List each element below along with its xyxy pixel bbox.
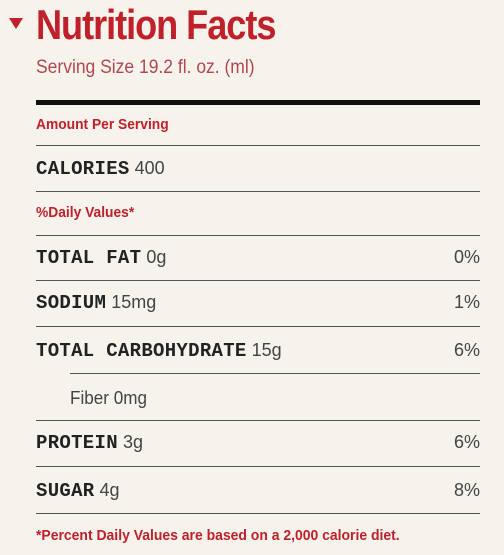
- nutrient-name: SUGAR: [36, 480, 95, 502]
- nutrient-amount: 15g: [251, 340, 282, 360]
- nutrition-header: Nutrition Facts Serving Size 19.2 fl. oz…: [0, 0, 504, 100]
- nutrient-row-total-fat: TOTAL FAT 0g 0%: [36, 247, 480, 271]
- nutrient-percent: 8%: [453, 480, 480, 500]
- serving-size: Serving Size 19.2 fl. oz. (ml): [36, 57, 255, 78]
- divider: [36, 466, 480, 467]
- divider: [36, 280, 480, 281]
- divider: [36, 513, 480, 514]
- amount-per-serving-label: Amount Per Serving: [36, 116, 169, 133]
- daily-values-label: %Daily Values*: [36, 204, 135, 221]
- nutrient-amount: 15mg: [111, 292, 157, 312]
- nutrient-row-protein: PROTEIN 3g 6%: [36, 432, 480, 456]
- nutrient-row-fiber: Fiber 0mg: [36, 388, 480, 412]
- nutrient-row-total-carbohydrate: TOTAL CARBOHYDRATE 15g 6%: [36, 340, 480, 364]
- calories-row: CALORIES 400: [36, 158, 480, 182]
- nutrient-percent: 1%: [453, 292, 480, 312]
- footnote: *Percent Daily Values are based on a 2,0…: [36, 527, 400, 544]
- calories-label: CALORIES: [36, 158, 130, 180]
- nutrient-name: SODIUM: [36, 292, 107, 314]
- nutrient-percent: 0%: [453, 247, 480, 267]
- nutrient-amount: 3g: [122, 432, 143, 452]
- nutrient-row-sodium: SODIUM 15mg 1%: [36, 292, 480, 316]
- divider: [36, 235, 480, 236]
- thick-divider: [36, 100, 480, 105]
- nutrient-percent: 6%: [453, 432, 480, 452]
- divider: [70, 373, 480, 374]
- nutrient-amount: 4g: [99, 480, 120, 500]
- nutrient-amount: 0mg: [113, 388, 147, 408]
- nutrient-percent: 6%: [453, 340, 480, 360]
- calories-value: 400: [134, 158, 165, 178]
- triangle-down-icon[interactable]: [9, 18, 23, 29]
- nutrient-name: TOTAL CARBOHYDRATE: [36, 340, 247, 362]
- nutrient-row-sugar: SUGAR 4g 8%: [36, 480, 480, 504]
- divider: [36, 326, 480, 327]
- nutrient-name: Fiber: [70, 388, 109, 408]
- divider: [36, 420, 480, 421]
- divider: [36, 145, 480, 146]
- nutrient-name: TOTAL FAT: [36, 247, 142, 269]
- divider: [36, 191, 480, 192]
- fiber-text: Fiber 0mg: [70, 388, 147, 409]
- nutrient-amount: 0g: [146, 247, 167, 267]
- nutrient-name: PROTEIN: [36, 432, 118, 454]
- page-title: Nutrition Facts: [36, 1, 276, 48]
